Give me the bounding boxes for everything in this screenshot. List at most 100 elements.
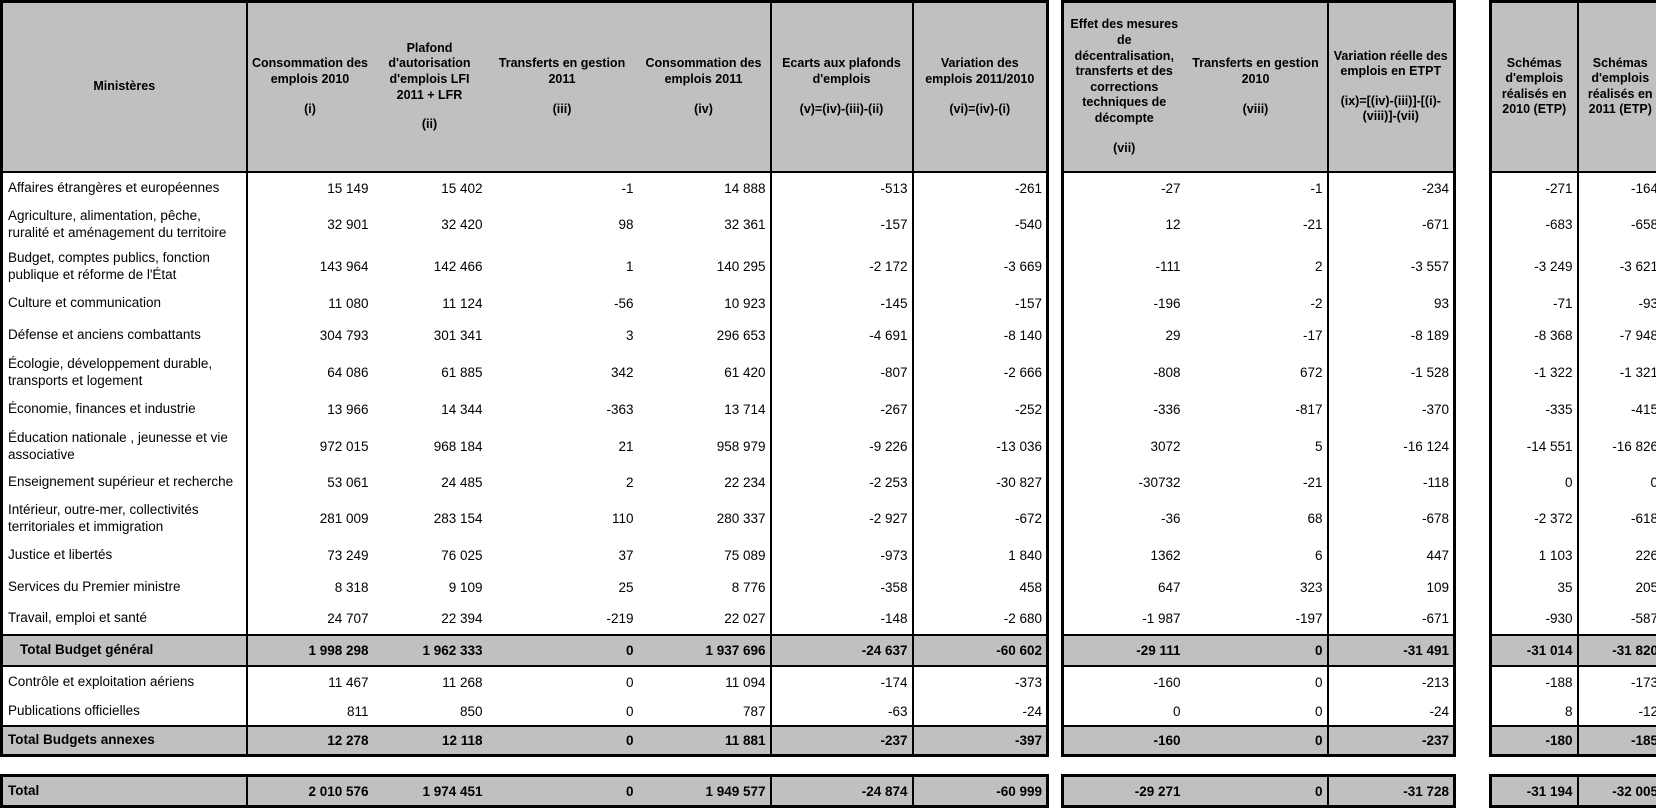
total-budgets-annexes-label: Total Budgets annexes bbox=[1, 724, 248, 757]
value-cell: -271 bbox=[1490, 171, 1579, 204]
col-title: Consommation des emplois 2010 bbox=[252, 56, 368, 86]
header-row: Schémas d'emplois réalisés en 2010 (ETP)… bbox=[1490, 1, 1656, 173]
table-row: Travail, emploi et santé 24 707 22 394 -219… bbox=[1, 603, 1048, 635]
ministry-name: Économie, finances et industrie bbox=[1, 393, 248, 426]
table-row: -2 372 -618 bbox=[1490, 497, 1656, 540]
col-formula: (ii) bbox=[421, 117, 438, 132]
value-cell: 10 923 bbox=[637, 287, 772, 320]
value-cell: 647 bbox=[1157, 580, 1181, 595]
table-row: -1 987 -197 -671 bbox=[1063, 603, 1455, 635]
value-cell: 8 bbox=[1490, 697, 1579, 726]
value-cell: -678 bbox=[1421, 511, 1449, 526]
value-cell: -31 491 bbox=[1327, 633, 1455, 667]
table-row: -335 -415 bbox=[1490, 393, 1656, 426]
grand-total-table-main: Total 2 010 576 1 974 451 0 1 949 577 -24 874… bbox=[0, 774, 1049, 808]
col-formula: (iii) bbox=[552, 101, 572, 116]
ministry-name: Travail, emploi et santé bbox=[1, 603, 248, 635]
value-cell: 0 bbox=[1184, 633, 1329, 667]
col-formula: (iv) bbox=[694, 101, 713, 116]
col-title: Variation des emplois 2011/2010 bbox=[925, 56, 1035, 86]
value-cell: 296 653 bbox=[637, 319, 772, 352]
value-cell: 12 278 bbox=[246, 724, 373, 757]
value-cell: -4 691 bbox=[770, 319, 914, 352]
value-cell: 142 466 bbox=[433, 259, 483, 274]
value-cell: 22 394 bbox=[441, 611, 483, 626]
value-cell: 61 885 bbox=[441, 365, 483, 380]
value-cell: -8 189 bbox=[1410, 328, 1449, 343]
value-cell: -160 bbox=[1153, 674, 1181, 690]
value-cell: -2 372 bbox=[1490, 497, 1579, 540]
table-row: -71 -93 bbox=[1490, 287, 1656, 320]
table-row: Justice et libertés 73 249 76 025 37 75 089-… bbox=[1, 539, 1048, 572]
value-cell: -3 249 bbox=[1490, 245, 1579, 288]
value-cell: 0 bbox=[486, 724, 638, 757]
ministry-name: Budget, comptes publics, fonction publiq… bbox=[1, 245, 248, 288]
value-cell: 109 bbox=[1426, 580, 1449, 595]
table-row: -808 672 -1 528 bbox=[1063, 351, 1455, 394]
value-cell: -21 bbox=[1184, 203, 1329, 246]
value-cell: -3 669 bbox=[1003, 259, 1042, 274]
value-cell: -415 bbox=[1630, 402, 1656, 417]
value-cell: 13 966 bbox=[327, 402, 369, 417]
value-cell: 0 bbox=[1184, 665, 1329, 698]
table-row: Écologie, développement durable, transpo… bbox=[1, 351, 1048, 394]
total-budgets-annexes-row: -180 -185 bbox=[1490, 724, 1656, 757]
value-cell: -157 bbox=[1014, 296, 1042, 311]
value-cell: -397 bbox=[912, 724, 1048, 757]
value-cell: 12 118 bbox=[372, 724, 487, 757]
value-cell: 958 979 bbox=[637, 425, 772, 468]
value-cell: -7 948 bbox=[1619, 328, 1656, 343]
col-header-vi: Variation des emplois 2011/2010 (vi)=(iv… bbox=[912, 1, 1048, 173]
budget-table-corrections: Effet des mesures de décentralisation, t… bbox=[1061, 0, 1456, 757]
col-title: Schémas d'emplois réalisés en 2011 (ETP) bbox=[1587, 55, 1653, 117]
value-cell: -16 826 bbox=[1612, 439, 1656, 454]
table-row: Économie, finances et industrie 13 966 14 … bbox=[1, 393, 1048, 426]
table-row: -30732 -21 -118 bbox=[1063, 467, 1455, 498]
ministry-name: Publications officielles bbox=[1, 697, 248, 726]
value-cell: -587 bbox=[1630, 611, 1656, 626]
table-row: Enseignement supérieur et recherche 53 06… bbox=[1, 467, 1048, 498]
value-cell: -21 bbox=[1184, 467, 1329, 498]
value-cell: 8 318 bbox=[334, 580, 369, 595]
value-cell: -540 bbox=[1014, 217, 1042, 232]
value-cell: 2 010 576 bbox=[246, 774, 373, 808]
value-cell: 32 901 bbox=[327, 217, 369, 232]
table-row: 00 bbox=[1490, 467, 1656, 498]
value-cell: 22 234 bbox=[637, 467, 772, 498]
col-formula: (i) bbox=[304, 101, 316, 116]
value-cell: 11 094 bbox=[637, 665, 772, 698]
value-cell: 1 949 577 bbox=[637, 774, 772, 808]
value-cell: 76 025 bbox=[441, 548, 483, 563]
value-cell: 24 485 bbox=[441, 475, 483, 490]
total-budgets-annexes-row: Total Budgets annexes 12 278 12 118 0 11 881… bbox=[1, 724, 1048, 757]
col-formula: (vii) bbox=[1113, 140, 1136, 155]
col-title: Consommation des emplois 2011 bbox=[645, 56, 762, 86]
value-cell: 32 361 bbox=[637, 203, 772, 246]
value-cell: 3 bbox=[625, 328, 634, 343]
value-cell: -197 bbox=[1184, 603, 1329, 635]
value-cell: 11 124 bbox=[442, 296, 483, 311]
value-cell: 0 bbox=[1578, 468, 1656, 498]
value-cell: 6 bbox=[1184, 539, 1329, 572]
col-header-v: Ecarts aux plafonds d'emplois (v)=(iv)-(… bbox=[770, 1, 914, 173]
table-row: Contrôle et exploitation aériens 11 467 11… bbox=[1, 665, 1048, 698]
col-formula: (v)=(iv)-(iii)-(ii) bbox=[799, 101, 884, 116]
value-cell: -363 bbox=[606, 402, 634, 417]
col-header-iii: Transferts en gestion 2011 (iii) bbox=[486, 1, 638, 173]
value-cell: -24 bbox=[1022, 703, 1042, 719]
value-cell: 9 109 bbox=[448, 580, 483, 595]
value-cell: -196 bbox=[1153, 296, 1181, 311]
col-header-i: Consommation des emplois 2010 (i) bbox=[246, 1, 373, 173]
value-cell: 110 bbox=[611, 511, 634, 526]
value-cell: -30 827 bbox=[996, 475, 1042, 490]
value-cell: 0 bbox=[625, 703, 634, 719]
value-cell: -973 bbox=[770, 539, 914, 572]
col-header-vii: Effet des mesures de décentralisation, t… bbox=[1062, 1, 1185, 173]
value-cell: -234 bbox=[1421, 180, 1449, 196]
value-cell: 15 149 bbox=[327, 180, 369, 196]
col-header-etp-2010: Schémas d'emplois réalisés en 2010 (ETP) bbox=[1490, 1, 1579, 173]
value-cell: 972 015 bbox=[319, 439, 369, 454]
value-cell: 283 154 bbox=[433, 511, 483, 526]
value-cell: -157 bbox=[770, 203, 914, 246]
value-cell: -930 bbox=[1490, 603, 1579, 635]
